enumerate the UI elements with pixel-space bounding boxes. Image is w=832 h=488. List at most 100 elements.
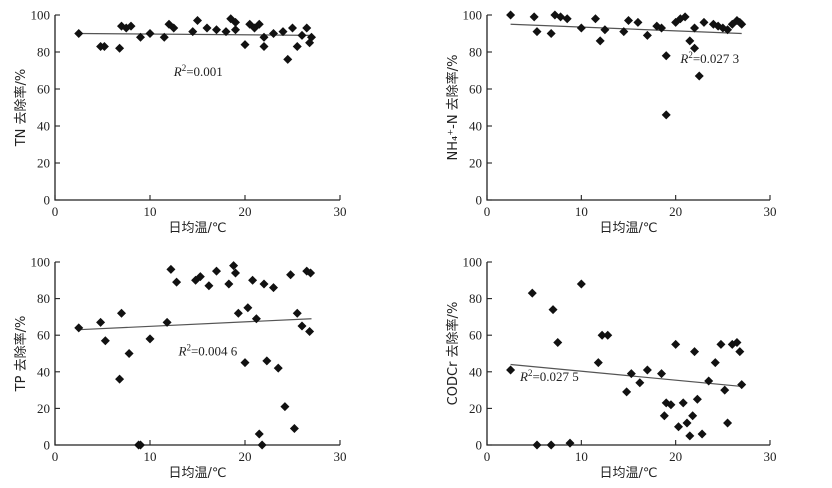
data-point xyxy=(595,36,605,46)
data-point xyxy=(221,27,231,37)
data-point xyxy=(172,277,182,287)
data-point xyxy=(305,38,315,48)
data-point xyxy=(305,327,315,337)
data-point xyxy=(678,398,688,408)
r-squared-label: R2=0.027 5 xyxy=(519,368,579,384)
data-point xyxy=(603,330,613,340)
y-tick-label: 80 xyxy=(37,291,50,306)
data-point xyxy=(642,30,652,40)
y-tick-label: 20 xyxy=(37,401,50,416)
y-tick-label: 20 xyxy=(469,156,482,171)
data-point xyxy=(694,71,704,81)
x-tick-label: 10 xyxy=(144,449,157,464)
y-tick-label: 100 xyxy=(31,255,51,270)
y-axis-title: NH₄⁺-N 去除率/% xyxy=(445,55,461,161)
y-tick-label: 40 xyxy=(37,119,50,134)
data-point xyxy=(682,418,692,428)
data-point xyxy=(136,440,145,450)
y-tick-label: 100 xyxy=(31,8,51,23)
data-point xyxy=(699,17,709,27)
data-point xyxy=(297,321,307,331)
data-point xyxy=(243,303,253,313)
y-tick-label: 60 xyxy=(469,82,482,97)
data-point xyxy=(306,268,316,278)
trend-line xyxy=(510,23,742,35)
data-point xyxy=(193,16,202,26)
y-tick-label: 80 xyxy=(37,45,50,60)
r-squared-label: R2=0.004 6 xyxy=(178,342,238,358)
data-point xyxy=(231,25,240,35)
y-tick-label: 20 xyxy=(37,156,50,171)
data-point xyxy=(697,429,707,439)
data-point xyxy=(289,424,299,434)
data-point xyxy=(202,23,212,33)
data-point xyxy=(661,51,671,61)
data-point xyxy=(251,314,261,324)
data-point xyxy=(576,279,586,289)
data-point xyxy=(297,30,307,40)
data-point xyxy=(292,41,302,51)
y-tick-label: 60 xyxy=(37,82,50,97)
panel-1: 0 20 40 60 80 100 0 10 20 30 日均温/℃ TN 去除率/% R2=0.001 xyxy=(13,8,347,237)
data-point xyxy=(254,429,264,439)
panel-4: 0 20 40 60 80 100 0 10 20 30 日均温/℃ CODCr 去除率/% R2=0.… xyxy=(445,255,777,482)
data-point xyxy=(657,369,667,379)
data-point xyxy=(723,418,733,428)
x-tick-label: 20 xyxy=(239,449,252,464)
data-point xyxy=(262,356,272,366)
y-tick-label: 40 xyxy=(37,364,50,379)
x-tick-label: 20 xyxy=(239,204,252,219)
data-point xyxy=(723,25,733,35)
data-point xyxy=(527,288,537,298)
data-point xyxy=(576,23,586,33)
x-tick-label: 0 xyxy=(484,204,491,219)
data-point xyxy=(254,19,264,29)
data-point xyxy=(240,40,250,50)
data-point xyxy=(593,358,603,368)
data-point xyxy=(532,440,542,450)
data-point xyxy=(553,338,563,348)
y-tick-label: 20 xyxy=(469,401,482,416)
data-point xyxy=(269,283,278,293)
data-point xyxy=(188,27,198,37)
y-tick-label: 0 xyxy=(44,193,51,208)
data-point xyxy=(590,14,600,24)
y-tick-label: 40 xyxy=(469,119,482,134)
x-tick-label: 0 xyxy=(52,449,59,464)
data-point xyxy=(671,339,681,349)
data-point xyxy=(195,272,205,282)
data-point xyxy=(735,347,745,357)
trend-line xyxy=(78,318,312,331)
data-point xyxy=(659,411,669,421)
data-point xyxy=(286,270,296,280)
x-tick-label: 30 xyxy=(334,449,347,464)
data-point xyxy=(136,32,145,42)
x-tick-label: 20 xyxy=(669,449,682,464)
data-point xyxy=(115,374,125,384)
data-point xyxy=(259,41,269,51)
data-point xyxy=(100,336,110,346)
data-point xyxy=(548,305,558,315)
data-point xyxy=(546,29,556,38)
data-point xyxy=(506,365,516,375)
r-squared-label: R2=0.027 3 xyxy=(679,50,739,66)
data-point xyxy=(635,378,645,388)
data-point xyxy=(735,17,745,27)
y-tick-label: 80 xyxy=(469,45,482,60)
x-tick-label: 10 xyxy=(575,204,588,219)
data-point xyxy=(619,27,629,37)
x-tick-label: 0 xyxy=(484,449,491,464)
data-point xyxy=(231,268,240,278)
data-point xyxy=(685,431,695,441)
data-point xyxy=(704,376,714,386)
data-point xyxy=(657,23,667,33)
data-point xyxy=(292,308,302,318)
data-point xyxy=(231,17,240,27)
data-point xyxy=(565,438,575,448)
x-tick-label: 30 xyxy=(764,204,777,219)
data-point xyxy=(288,23,297,33)
axis-lines xyxy=(486,15,770,201)
y-axis-title: TP 去除率/% xyxy=(13,316,29,393)
data-point xyxy=(624,16,633,26)
